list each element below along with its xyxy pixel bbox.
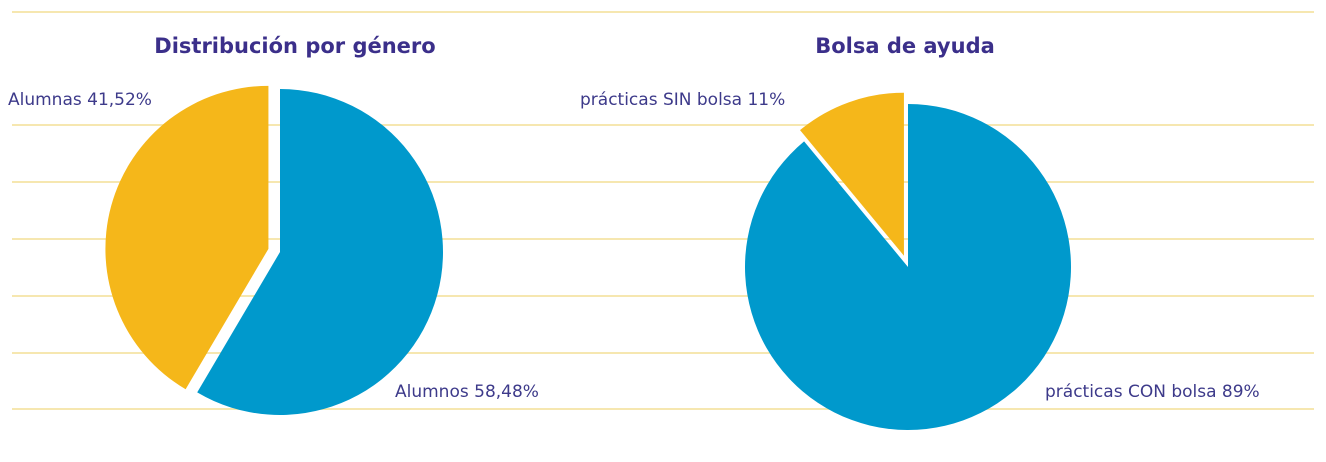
slice-label: Alumnos 58,48% — [395, 382, 539, 402]
pie-slice — [745, 104, 1071, 430]
chart-title: Distribución por género — [154, 34, 435, 58]
slice-label: prácticas SIN bolsa 11% — [580, 90, 785, 110]
slice-label: Alumnas 41,52% — [8, 90, 152, 110]
chart-title: Bolsa de ayuda — [815, 34, 995, 58]
pie-slice — [197, 89, 443, 416]
pie-slice — [105, 85, 269, 390]
slice-label: prácticas CON bolsa 89% — [1045, 382, 1260, 402]
pie-slice — [800, 92, 904, 256]
